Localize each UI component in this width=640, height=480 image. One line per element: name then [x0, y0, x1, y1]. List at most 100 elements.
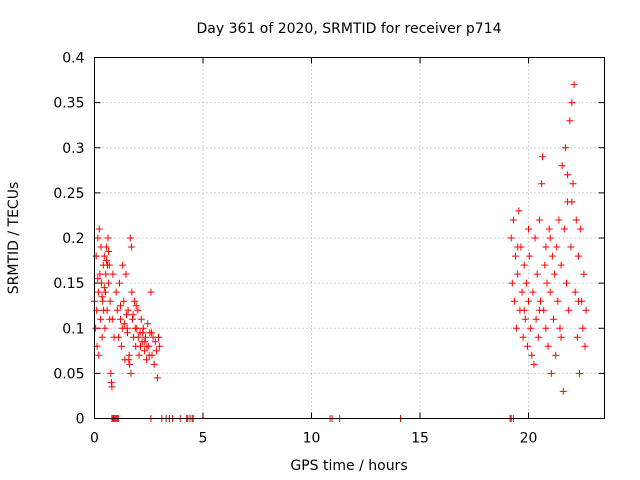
- data-point: [543, 279, 551, 287]
- data-point: [535, 216, 543, 224]
- data-point: [119, 261, 127, 269]
- data-point: [141, 338, 149, 346]
- data-point: [131, 324, 139, 332]
- data-point: [544, 342, 552, 350]
- data-point: [94, 234, 102, 242]
- data-point: [525, 297, 532, 305]
- data-point: [139, 329, 147, 337]
- data-point: [116, 279, 123, 287]
- data-point: [522, 279, 530, 287]
- data-point: [579, 324, 587, 332]
- data-point: [124, 306, 132, 314]
- data-point: [97, 315, 105, 323]
- data-point: [144, 320, 152, 328]
- data-point: [127, 369, 135, 377]
- data-point: [566, 117, 574, 125]
- data-point: [117, 315, 124, 323]
- data-point: [525, 225, 532, 233]
- data-point: [147, 288, 155, 296]
- data-point: [551, 270, 559, 278]
- data-point: [153, 374, 161, 382]
- y-tick-label: 0.15: [53, 276, 84, 292]
- data-point: [134, 306, 142, 314]
- data-point: [559, 387, 567, 395]
- data-point: [553, 243, 561, 251]
- data-point: [570, 81, 578, 89]
- y-tick-label: 0.25: [53, 186, 84, 202]
- tick-layer: 0 0.05 0.1 0.15 0.2 0.25 0.3 0.35 0.4 0 5 10 15 20: [53, 51, 605, 447]
- data-point: [140, 347, 148, 355]
- data-point: [548, 252, 556, 260]
- data-point: [114, 333, 122, 341]
- data-point: [520, 261, 528, 269]
- data-point: [102, 270, 110, 278]
- data-point: [545, 225, 553, 233]
- data-point: [530, 360, 538, 368]
- data-point: [546, 234, 554, 242]
- data-point: [564, 171, 572, 179]
- y-tick-label: 0: [76, 412, 85, 428]
- data-point: [126, 234, 134, 242]
- data-point: [145, 351, 153, 359]
- data-point: [568, 198, 576, 206]
- data-point: [572, 216, 580, 224]
- data-point: [538, 180, 546, 188]
- data-point: [524, 342, 531, 350]
- data-point: [143, 356, 151, 364]
- x-tick-label: 10: [303, 431, 321, 447]
- data-point: [542, 324, 550, 332]
- data-point: [531, 234, 539, 242]
- grid-layer: [94, 57, 605, 419]
- x-tick-label: 20: [520, 431, 538, 447]
- data-point: [560, 225, 568, 233]
- data-point: [139, 324, 147, 332]
- data-point: [102, 257, 110, 265]
- data-point: [152, 347, 160, 355]
- data-point: [514, 270, 522, 278]
- data-point: [571, 288, 579, 296]
- data-point: [96, 270, 104, 278]
- data-point: [546, 288, 554, 296]
- data-point: [128, 288, 136, 296]
- data-point: [101, 288, 109, 296]
- data-point: [541, 261, 549, 269]
- data-point: [580, 270, 588, 278]
- data-point: [532, 315, 540, 323]
- data-point: [567, 243, 575, 251]
- data-point: [521, 315, 529, 323]
- data-point: [565, 306, 573, 314]
- y-tick-label: 0.3: [62, 141, 84, 157]
- data-point: [113, 306, 121, 314]
- data-point: [101, 324, 109, 332]
- data-point: [151, 338, 159, 346]
- data-point: [125, 356, 133, 364]
- data-point: [569, 180, 577, 188]
- data-point: [134, 333, 142, 341]
- data-point: [147, 329, 155, 337]
- data-point: [520, 306, 528, 314]
- data-point: [150, 360, 158, 368]
- data-point: [94, 288, 102, 296]
- data-point: [575, 252, 582, 260]
- x-tick-label: 15: [411, 431, 429, 447]
- x-tick-label: 0: [90, 431, 99, 447]
- data-point: [555, 216, 563, 224]
- data-points: [91, 81, 590, 422]
- data-point: [528, 351, 536, 359]
- data-point: [563, 279, 570, 287]
- data-point: [537, 297, 544, 305]
- data-point: [122, 270, 130, 278]
- data-point: [104, 234, 112, 242]
- x-tick-label: 5: [199, 431, 208, 447]
- data-point: [127, 243, 135, 251]
- data-point: [515, 207, 523, 215]
- data-point: [98, 293, 106, 301]
- data-point: [100, 252, 108, 260]
- data-point: [98, 333, 106, 341]
- data-point: [557, 261, 565, 269]
- data-point: [92, 252, 100, 260]
- data-point: [533, 270, 541, 278]
- x-axis-label: GPS time / hours: [290, 458, 407, 474]
- data-point: [118, 324, 126, 332]
